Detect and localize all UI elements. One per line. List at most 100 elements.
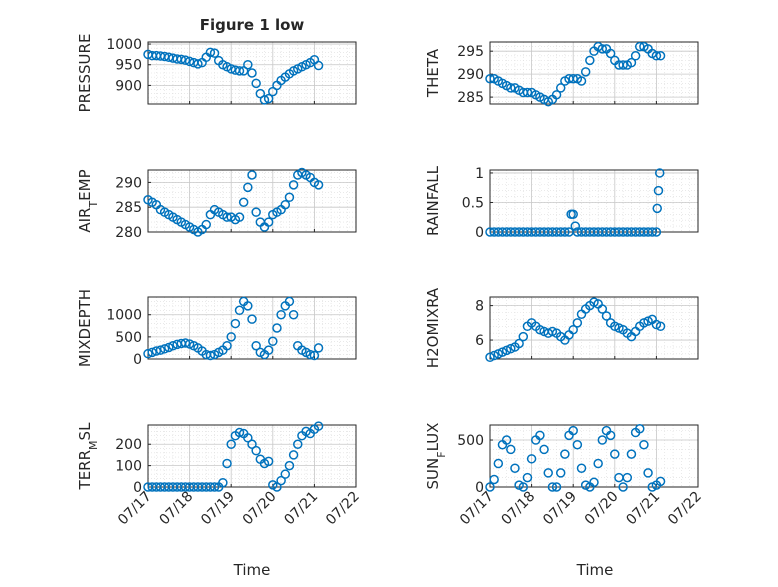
data-point	[618, 482, 628, 492]
axes-box	[489, 41, 699, 105]
data-point	[251, 78, 261, 89]
y-tick-label: 100	[115, 459, 142, 475]
data-point	[539, 444, 549, 455]
data-point	[247, 439, 257, 449]
data-point	[251, 445, 261, 456]
y-tick-label: 0	[475, 480, 484, 496]
data-point	[506, 444, 516, 455]
data-point	[222, 458, 232, 469]
data-point	[280, 469, 291, 479]
data-point	[568, 209, 578, 220]
data-point	[234, 305, 245, 316]
y-tick-label: 0.5	[462, 195, 484, 211]
data-point	[263, 93, 274, 104]
data-point	[259, 95, 270, 105]
data-point	[518, 482, 529, 492]
data-point	[597, 44, 608, 54]
data-point	[184, 56, 195, 67]
data-point	[654, 168, 665, 178]
data-point	[238, 197, 249, 207]
data-point	[589, 477, 599, 488]
data-point	[313, 421, 324, 431]
y-tick-label: 1	[475, 166, 484, 182]
data-point	[626, 449, 637, 459]
data-point	[576, 463, 587, 473]
data-point	[555, 83, 566, 93]
data-point	[263, 217, 274, 227]
data-point	[193, 59, 203, 69]
x-axis-label-left: Time	[233, 561, 271, 579]
y-tick-label: 200	[115, 437, 142, 453]
y-tick-label: 0	[133, 480, 142, 496]
data-point	[639, 439, 649, 450]
data-point	[651, 227, 662, 237]
y-axis-label: RAINFALL	[424, 165, 442, 236]
data-point	[263, 456, 274, 467]
data-point	[251, 207, 261, 217]
data-point	[618, 60, 628, 70]
y-tick-label: 285	[457, 90, 484, 106]
data-point	[209, 482, 220, 492]
data-point	[514, 338, 524, 349]
y-axis-label: SUNFLUX	[424, 423, 448, 490]
data-point	[155, 345, 166, 355]
data-point	[176, 54, 187, 65]
data-point	[247, 68, 257, 78]
data-point	[234, 66, 245, 76]
data-point	[222, 212, 232, 222]
data-point	[635, 424, 645, 434]
subplot-mixdepth: 0 500 1000 MIXDEPTH	[76, 289, 357, 368]
series-markers	[485, 297, 666, 363]
data-point	[547, 482, 558, 492]
y-tick-label: 0	[475, 225, 484, 241]
data-point	[551, 482, 562, 492]
data-point	[288, 450, 299, 460]
data-point	[526, 454, 537, 464]
series-markers	[143, 296, 324, 361]
data-point	[243, 182, 253, 193]
axes-box	[489, 296, 699, 360]
data-point	[501, 435, 512, 445]
data-point	[568, 73, 578, 84]
data-point	[226, 332, 236, 342]
y-tick-label: 285	[115, 200, 142, 216]
series-markers	[143, 167, 324, 237]
data-point	[272, 323, 282, 333]
data-point	[551, 90, 562, 100]
data-point	[485, 73, 495, 84]
y-tick-label: 500	[115, 330, 142, 346]
data-point	[222, 340, 232, 351]
data-point	[276, 309, 286, 320]
y-tick-label: 950	[115, 58, 142, 74]
data-point	[572, 439, 583, 450]
data-point	[268, 336, 278, 347]
data-point	[201, 219, 211, 230]
data-point	[570, 221, 581, 231]
series-markers	[485, 41, 666, 107]
data-point	[313, 180, 324, 190]
data-point	[313, 343, 324, 353]
data-point	[605, 48, 616, 59]
data-point	[305, 349, 315, 360]
data-point	[643, 468, 653, 478]
data-point	[180, 338, 191, 348]
data-point	[218, 477, 228, 488]
data-point	[205, 47, 216, 58]
data-point	[243, 301, 253, 311]
data-point	[655, 476, 666, 487]
data-point	[313, 60, 324, 71]
data-point	[653, 185, 664, 196]
y-tick-label: 290	[457, 67, 484, 83]
data-point	[209, 48, 220, 58]
y-tick-label: 280	[115, 225, 142, 241]
data-point	[652, 203, 662, 214]
subplot-air-temp: 280 285 290 AIRTEMP	[76, 167, 357, 241]
series-markers	[485, 168, 665, 237]
y-tick-label: 295	[457, 44, 484, 60]
data-point	[151, 346, 162, 356]
data-point	[593, 458, 603, 469]
data-point	[143, 348, 153, 359]
y-tick-label: 8	[475, 299, 484, 315]
y-tick-label: 500	[457, 433, 484, 449]
data-point	[576, 76, 587, 86]
